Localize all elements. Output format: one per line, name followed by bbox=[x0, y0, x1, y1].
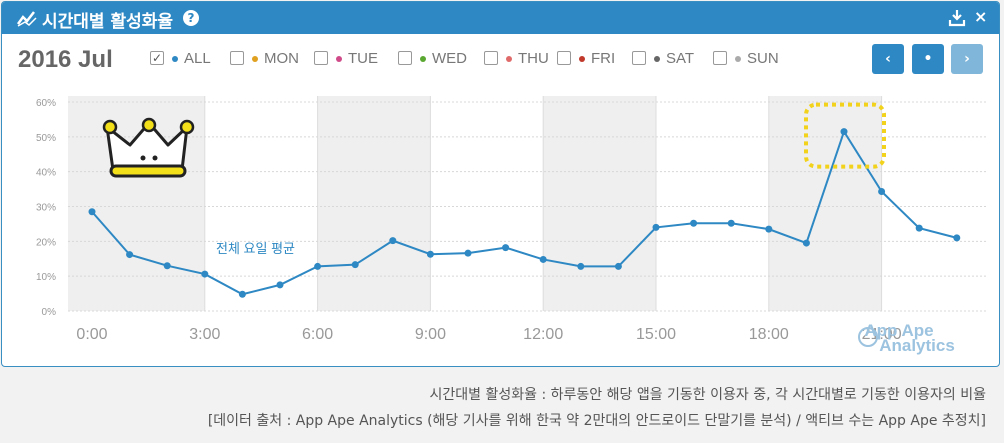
download-icon[interactable] bbox=[948, 9, 966, 27]
plot-band bbox=[204, 96, 318, 311]
filter-label: SAT bbox=[666, 50, 695, 67]
watermark-line2: Analytics bbox=[879, 336, 955, 355]
filter-color-dot bbox=[172, 56, 178, 62]
filter-label: TUE bbox=[348, 50, 378, 67]
filter-color-dot bbox=[420, 56, 426, 62]
plot-band bbox=[543, 96, 656, 311]
filter-checkbox[interactable] bbox=[230, 51, 244, 65]
data-point bbox=[276, 281, 284, 289]
filter-checkbox[interactable] bbox=[713, 51, 727, 65]
x-tick-label: 21:00 bbox=[862, 326, 902, 343]
filter-color-dot bbox=[654, 56, 660, 62]
plot-band bbox=[430, 96, 544, 311]
peak-highlight-box bbox=[804, 102, 886, 169]
line-chart: 0% 10% 20% 30% 40% 50% 60% 0:00 3:00 6:00 9:00 12:… bbox=[36, 96, 986, 355]
filter-color-dot bbox=[506, 56, 512, 62]
data-point bbox=[88, 208, 96, 216]
caption-definition: 시간대별 활성화율 : 하루동안 해당 앱을 기동한 이용자 중, 각 시간대별… bbox=[429, 387, 986, 403]
crown-icon bbox=[102, 117, 195, 178]
filter-checkbox[interactable]: ✓ bbox=[150, 51, 164, 65]
filter-checkbox[interactable] bbox=[557, 51, 571, 65]
caption-source: [데이터 출처 : App Ape Analytics (해당 기사를 위해 한… bbox=[207, 413, 986, 429]
data-point bbox=[727, 219, 735, 227]
filter-checkbox[interactable] bbox=[484, 51, 498, 65]
plot-band bbox=[317, 96, 431, 311]
current-button[interactable]: • bbox=[912, 44, 944, 74]
help-icon[interactable]: ? bbox=[183, 10, 199, 26]
title-bar: 시간대별 활성화율 ? × bbox=[2, 2, 999, 34]
data-point bbox=[953, 234, 961, 242]
filter-checkbox[interactable] bbox=[398, 51, 412, 65]
data-point bbox=[690, 219, 698, 227]
data-point bbox=[878, 188, 886, 196]
filter-label: MON bbox=[264, 50, 299, 67]
watermark-logo-icon bbox=[858, 327, 878, 347]
y-tick-label: 40% bbox=[36, 168, 56, 179]
trend-icon bbox=[16, 11, 37, 27]
data-point bbox=[238, 290, 246, 298]
filter-label: ALL bbox=[184, 50, 211, 67]
x-tick-label: 9:00 bbox=[415, 326, 446, 343]
series-annotation: 전체 요일 평균 bbox=[216, 241, 295, 256]
filter-color-dot bbox=[579, 56, 585, 62]
data-point bbox=[464, 249, 472, 257]
data-point bbox=[840, 128, 848, 136]
data-point bbox=[163, 262, 171, 270]
data-point bbox=[351, 261, 359, 269]
x-tick-label: 3:00 bbox=[189, 326, 220, 343]
y-tick-label: 0% bbox=[42, 307, 57, 318]
chart-panel: 시간대별 활성화율 ? × 2016 Jul ✓ ALL MON TUE WED THU F… bbox=[1, 1, 1000, 367]
data-point bbox=[426, 250, 434, 258]
next-button[interactable]: › bbox=[951, 44, 983, 74]
panel-title: 시간대별 활성화율 bbox=[42, 12, 174, 32]
plot-band bbox=[768, 96, 882, 311]
filter-label: FRI bbox=[591, 50, 616, 67]
data-point bbox=[539, 255, 547, 263]
filter-color-dot bbox=[252, 56, 258, 62]
data-point bbox=[201, 270, 209, 278]
filter-color-dot bbox=[735, 56, 741, 62]
data-point bbox=[314, 262, 322, 270]
data-point bbox=[652, 223, 660, 231]
series-line bbox=[91, 129, 958, 296]
data-point bbox=[502, 244, 510, 252]
filter-checkbox[interactable] bbox=[632, 51, 646, 65]
y-tick-label: 50% bbox=[36, 133, 56, 144]
data-point bbox=[915, 224, 923, 232]
x-tick-label: 18:00 bbox=[749, 326, 789, 343]
filter-label: SUN bbox=[747, 50, 779, 67]
data-point bbox=[389, 237, 397, 245]
y-tick-label: 10% bbox=[36, 272, 56, 283]
y-tick-label: 60% bbox=[36, 98, 56, 109]
y-tick-label: 20% bbox=[36, 237, 56, 248]
filter-color-dot bbox=[336, 56, 342, 62]
data-point bbox=[765, 225, 773, 233]
plot-band bbox=[656, 96, 769, 311]
filter-label: THU bbox=[518, 50, 549, 67]
x-tick-label: 0:00 bbox=[76, 326, 107, 343]
data-point bbox=[577, 262, 585, 270]
prev-button[interactable]: ‹ bbox=[872, 44, 904, 74]
data-point bbox=[802, 239, 810, 247]
data-point bbox=[126, 251, 134, 259]
data-point bbox=[614, 262, 622, 270]
y-tick-label: 30% bbox=[36, 203, 56, 214]
filter-label: WED bbox=[432, 50, 467, 67]
x-tick-label: 6:00 bbox=[302, 326, 333, 343]
watermark-line1: App Ape bbox=[864, 321, 933, 340]
plot-band bbox=[881, 96, 986, 311]
filter-checkbox[interactable] bbox=[314, 51, 328, 65]
date-label: 2016 Jul bbox=[18, 46, 113, 73]
x-tick-label: 12:00 bbox=[523, 326, 563, 343]
close-icon[interactable]: × bbox=[974, 7, 988, 26]
x-tick-label: 15:00 bbox=[636, 326, 676, 343]
